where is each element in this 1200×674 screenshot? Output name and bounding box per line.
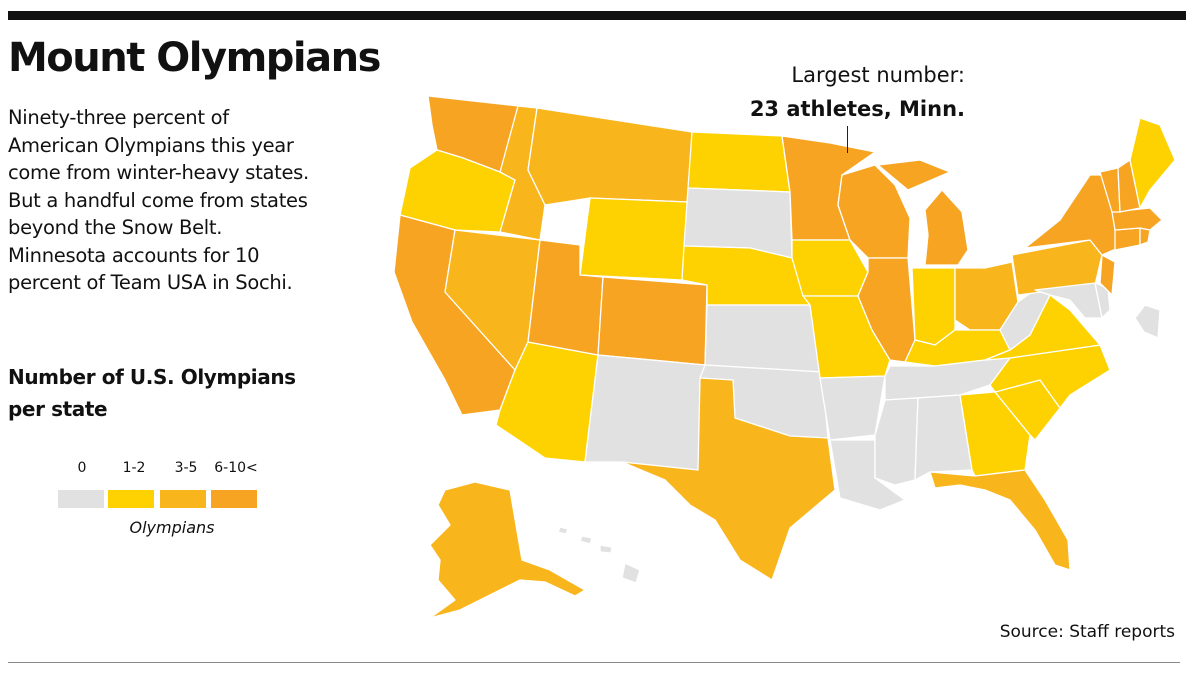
description-line: But a handful come from states — [8, 188, 308, 212]
top-rule — [8, 11, 1186, 20]
state-ak — [429, 481, 586, 619]
state-dc — [1134, 304, 1161, 339]
description-line: percent of Team USA in Sochi. — [8, 271, 293, 294]
state-ms — [874, 397, 919, 486]
state-ri — [1139, 227, 1151, 246]
state-ct — [1114, 227, 1141, 251]
state-wy — [579, 197, 689, 281]
state-tx — [621, 377, 836, 581]
legend-label-3-5: 3-5 — [174, 460, 198, 476]
description-line: Ninety-three percent of — [8, 106, 229, 129]
legend-title-line: per state — [8, 397, 108, 421]
legend-title: Number of U.S. Olympians per state — [8, 361, 296, 425]
state-al — [914, 394, 973, 481]
state-ks — [704, 304, 823, 373]
state-il — [857, 257, 916, 363]
description-line: Minnesota accounts for 10 — [8, 243, 260, 267]
callout-line-1: Largest number: — [791, 63, 965, 87]
legend-swatch-0 — [58, 490, 104, 508]
page-title: Mount Olympians — [8, 35, 381, 81]
callout-line-2: 23 athletes, Minn. — [749, 97, 965, 121]
source-note: Source: Staff reports — [999, 622, 1175, 642]
state-nj — [1099, 254, 1116, 296]
state-ar — [819, 375, 886, 441]
state-fl — [929, 469, 1071, 571]
state-mi-up — [877, 159, 951, 191]
callout-leader-line — [847, 126, 848, 153]
state-nd — [687, 131, 791, 193]
state-mi — [924, 189, 969, 266]
state-me — [1129, 117, 1176, 209]
state-ma — [1111, 207, 1163, 231]
legend-label-6-10: 6-10< — [214, 460, 258, 476]
description: Ninety-three percent of American Olympia… — [8, 104, 388, 297]
description-line: beyond the Snow Belt. — [8, 216, 223, 239]
legend-label-1-2: 1-2 — [122, 460, 146, 476]
state-pa — [1011, 239, 1103, 296]
legend-swatch-3-5 — [160, 490, 206, 508]
description-line: American Olympians this year — [8, 133, 294, 157]
legend-caption: Olympians — [129, 518, 215, 537]
state-nm — [584, 354, 706, 471]
legend-swatch-6-10 — [211, 490, 257, 508]
state-mt — [527, 107, 693, 206]
callout: Largest number: 23 athletes, Minn. — [750, 58, 965, 126]
state-in — [911, 267, 956, 346]
state-co — [597, 276, 708, 366]
legend-label-0: 0 — [77, 460, 87, 476]
legend-title-line: Number of U.S. Olympians — [8, 365, 296, 389]
description-line: come from winter-heavy states. — [8, 161, 309, 184]
state-hi — [557, 526, 641, 584]
legend-swatch-1-2 — [108, 490, 154, 508]
state-ia — [791, 239, 869, 297]
bottom-rule — [8, 662, 1180, 663]
